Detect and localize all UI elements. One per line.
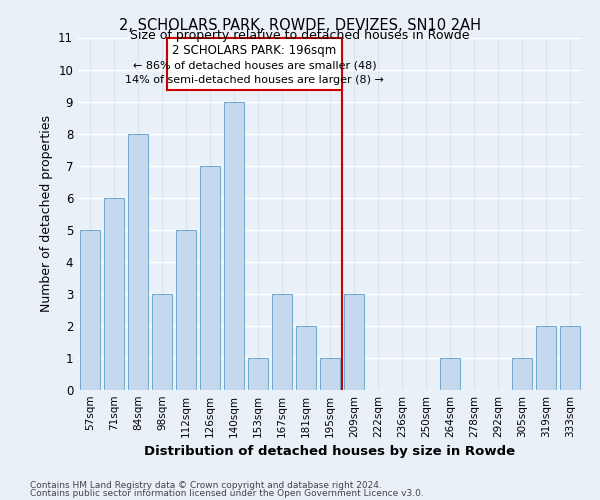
- Bar: [152, 294, 172, 390]
- X-axis label: Distribution of detached houses by size in Rowde: Distribution of detached houses by size …: [145, 446, 515, 458]
- Text: Size of property relative to detached houses in Rowde: Size of property relative to detached ho…: [130, 28, 470, 42]
- Bar: [440, 358, 460, 390]
- Bar: [128, 134, 148, 390]
- Bar: [176, 230, 196, 390]
- Bar: [272, 294, 292, 390]
- Bar: [104, 198, 124, 390]
- Bar: [512, 358, 532, 390]
- Text: Contains HM Land Registry data © Crown copyright and database right 2024.: Contains HM Land Registry data © Crown c…: [30, 480, 382, 490]
- Bar: [248, 358, 268, 390]
- Bar: [536, 326, 556, 390]
- Text: 2 SCHOLARS PARK: 196sqm: 2 SCHOLARS PARK: 196sqm: [172, 44, 337, 57]
- Bar: [560, 326, 580, 390]
- Y-axis label: Number of detached properties: Number of detached properties: [40, 116, 53, 312]
- Text: 14% of semi-detached houses are larger (8) →: 14% of semi-detached houses are larger (…: [125, 75, 384, 85]
- Text: ← 86% of detached houses are smaller (48): ← 86% of detached houses are smaller (48…: [133, 60, 376, 70]
- Bar: [296, 326, 316, 390]
- Bar: [224, 102, 244, 390]
- Bar: [320, 358, 340, 390]
- Bar: [200, 166, 220, 390]
- Text: Contains public sector information licensed under the Open Government Licence v3: Contains public sector information licen…: [30, 489, 424, 498]
- Text: 2, SCHOLARS PARK, ROWDE, DEVIZES, SN10 2AH: 2, SCHOLARS PARK, ROWDE, DEVIZES, SN10 2…: [119, 18, 481, 32]
- Bar: [80, 230, 100, 390]
- Bar: [344, 294, 364, 390]
- FancyBboxPatch shape: [167, 38, 342, 90]
